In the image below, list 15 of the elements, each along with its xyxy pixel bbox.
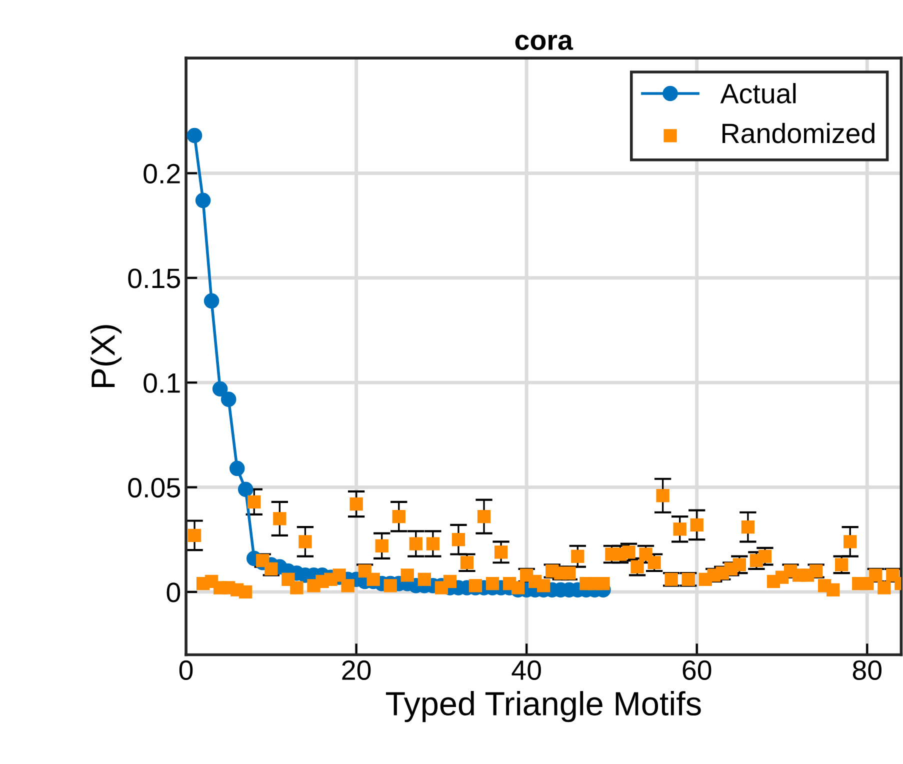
y-tick-label: 0.15: [128, 268, 180, 288]
chart-title: cora: [515, 34, 574, 50]
legend-label: Randomized: [722, 122, 874, 144]
x-tick-label: 20: [342, 660, 371, 680]
y-axis-title: P(X): [90, 325, 122, 388]
y-tick-label: 0: [166, 582, 180, 602]
legend-label: Actual: [720, 83, 796, 104]
y-tick-label: 0.2: [144, 164, 180, 184]
x-tick-label: 40: [512, 660, 541, 680]
x-tick-label: 80: [852, 660, 882, 680]
y-tick-label: 0.05: [128, 478, 180, 498]
x-axis-title: Typed Triangle Motifs: [386, 691, 701, 722]
x-tick-label: 60: [682, 660, 712, 680]
y-tick-label: 0.1: [144, 373, 180, 393]
x-tick-label: 0: [179, 660, 193, 680]
